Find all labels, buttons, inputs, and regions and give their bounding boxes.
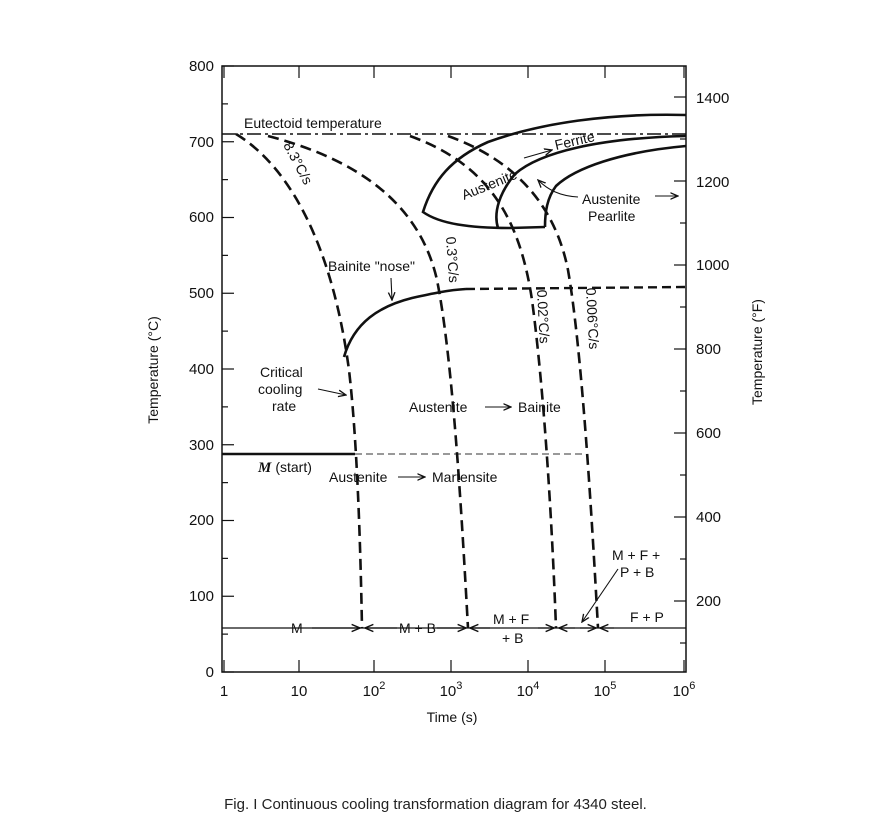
- critical-rate-label-2: cooling: [258, 381, 302, 397]
- left-tick-label: 700: [189, 134, 214, 151]
- austenite-pearlite-label-a: Austenite: [582, 191, 641, 207]
- right-tick-labels: 200 400 600 800 1000 1200 1400: [696, 90, 729, 610]
- critical-rate-label-3: rate: [272, 398, 296, 414]
- left-tick-label: 800: [189, 58, 214, 75]
- region-mfb-label-2: + B: [502, 630, 523, 646]
- bottom-tick-label: 102: [363, 680, 386, 700]
- bottom-tick-label: 10: [291, 683, 308, 700]
- bottom-tick-label: 103: [440, 680, 463, 700]
- right-tick-label: 600: [696, 425, 721, 442]
- austenite-bainite-label-a: Austenite: [409, 399, 468, 415]
- figure-caption: Fig. I Continuous cooling transformation…: [224, 796, 647, 813]
- left-axis-title: Temperature (°C): [145, 316, 161, 424]
- austenite-martensite-label-b: Martensite: [432, 469, 498, 485]
- austenite-pearlite-label-b: Pearlite: [588, 208, 636, 224]
- mfpb-label-1: M + F +: [612, 547, 660, 563]
- region-mb-label: M + B: [399, 620, 436, 636]
- region-fp-label: F + P: [630, 609, 664, 625]
- region-mfb-label-1: M + F: [493, 611, 529, 627]
- right-tick-label: 400: [696, 509, 721, 526]
- bottom-tick-label: 105: [594, 680, 617, 700]
- m-start-label: M (start): [257, 459, 312, 476]
- bottom-tick-label: 104: [517, 680, 540, 700]
- cooling-curve-8-3: [235, 132, 364, 629]
- right-tick-label: 1000: [696, 257, 729, 274]
- left-tick-label: 500: [189, 285, 214, 302]
- left-tick-label: 400: [189, 361, 214, 378]
- rate-label-0-3: 0.3°C/s: [443, 236, 462, 283]
- austenite-ferrite-label-a: Austenite: [459, 166, 519, 203]
- bottom-tick-label: 106: [673, 680, 696, 700]
- ferrite-start-curve: [421, 113, 687, 230]
- bainite-nose-label: Bainite "nose": [328, 258, 415, 274]
- austenite-martensite-label-a: Austenite: [329, 469, 388, 485]
- bottom-axis-title: Time (s): [427, 709, 478, 725]
- cooling-curves: [235, 132, 600, 629]
- left-tick-labels: 0 100 200 300 400 500 600 700 800: [189, 58, 214, 681]
- mfpb-label-2: P + B: [620, 564, 654, 580]
- leader-arrows: [317, 150, 678, 622]
- left-tick-label: 200: [189, 512, 214, 529]
- bainite-start-curve: [342, 287, 467, 358]
- rate-label-0-006: 0.006°C/s: [583, 287, 602, 349]
- left-tick-label: 100: [189, 588, 214, 605]
- eutectoid-label: Eutectoid temperature: [244, 115, 382, 131]
- rate-label-0-02: 0.02°C/s: [534, 289, 553, 344]
- bainite-start-dashed: [465, 285, 687, 291]
- transformation-curves: [342, 113, 687, 358]
- right-tick-label: 1400: [696, 90, 729, 107]
- right-tick-label: 1200: [696, 174, 729, 191]
- left-tick-label: 600: [189, 209, 214, 226]
- right-tick-label: 200: [696, 593, 721, 610]
- pearlite-end-curve: [543, 144, 687, 228]
- austenite-bainite-label-b: Bainite: [518, 399, 561, 415]
- pearlite-start-curve: [495, 134, 687, 229]
- cooling-curve-0-3: [267, 134, 470, 629]
- axis-ticks: [222, 65, 686, 673]
- region-m-label: M: [291, 620, 303, 636]
- critical-rate-label-1: Critical: [260, 364, 303, 380]
- bottom-tick-labels: 1 10 102 103 104 105 106: [220, 680, 696, 700]
- left-tick-label: 0: [206, 664, 214, 681]
- bottom-tick-label: 1: [220, 683, 228, 700]
- cooling-curve-0-006: [447, 134, 600, 629]
- left-tick-label: 300: [189, 437, 214, 454]
- right-tick-label: 800: [696, 341, 721, 358]
- right-axis-title: Temperature (°F): [749, 299, 765, 405]
- cooling-curve-0-02: [409, 134, 558, 629]
- rate-label-8-3: 8.3°C/s: [280, 139, 316, 187]
